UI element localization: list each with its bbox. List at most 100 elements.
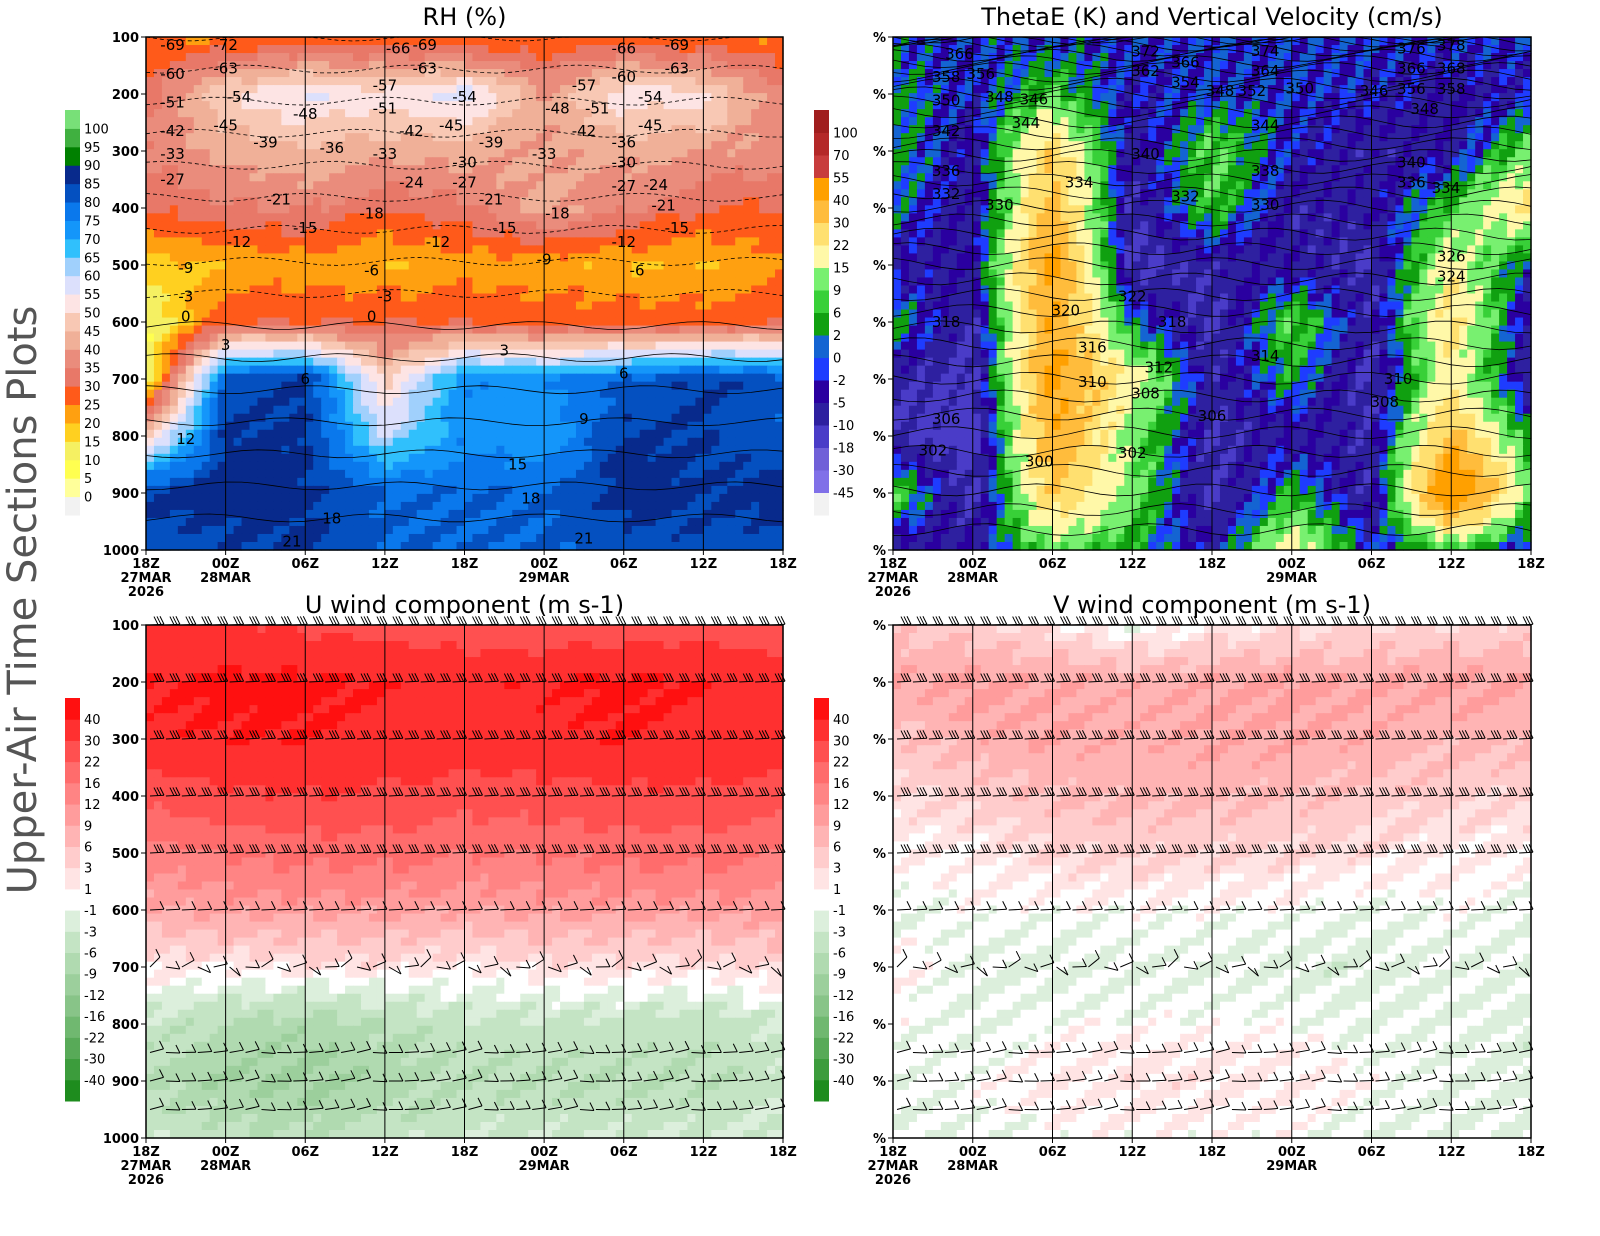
heatmap-cell: [440, 133, 450, 142]
heatmap-cell: [695, 237, 704, 247]
heatmap-cell: [719, 157, 728, 166]
heatmap-cell: [193, 365, 203, 375]
heatmap-cell: [552, 421, 561, 431]
heatmap-cell: [392, 213, 402, 222]
heatmap-cell: [552, 501, 561, 511]
heatmap-cell: [345, 485, 354, 495]
heatmap-cell: [146, 181, 155, 190]
heatmap-cell: [297, 293, 306, 303]
heatmap-cell: [400, 221, 410, 230]
heatmap-cell: [153, 125, 163, 134]
heatmap-cell: [583, 493, 593, 503]
heatmap-cell: [169, 325, 179, 335]
heatmap-cell: [520, 373, 529, 383]
heatmap-cell: [209, 405, 219, 415]
heatmap-cell: [528, 285, 537, 295]
heatmap-cell: [384, 341, 394, 351]
heatmap-cell: [671, 261, 681, 271]
heatmap-cell: [368, 173, 378, 182]
heatmap-cell: [727, 357, 736, 367]
heatmap-cell: [297, 245, 306, 255]
heatmap-cell: [759, 117, 768, 126]
heatmap-cell: [440, 269, 450, 279]
heatmap-cell: [392, 301, 402, 311]
heatmap-cell: [209, 213, 219, 222]
heatmap-cell: [249, 45, 259, 54]
heatmap-cell: [703, 261, 712, 271]
heatmap-cell: [146, 533, 155, 543]
heatmap-cell: [615, 245, 625, 255]
heatmap-cell: [767, 469, 776, 479]
heatmap-cell: [536, 69, 545, 78]
heatmap-cell: [448, 333, 458, 343]
heatmap-cell: [743, 197, 752, 206]
heatmap-cell: [456, 397, 466, 407]
heatmap-cell: [209, 389, 219, 399]
heatmap-cell: [695, 229, 704, 238]
heatmap-cell: [480, 61, 489, 70]
heatmap-cell: [552, 101, 561, 110]
heatmap-cell: [631, 517, 641, 527]
heatmap-cell: [775, 149, 784, 158]
heatmap-cell: [480, 229, 489, 238]
heatmap-cell: [607, 85, 617, 94]
heatmap-cell: [639, 325, 649, 335]
heatmap-cell: [345, 333, 354, 343]
heatmap-cell: [775, 53, 784, 62]
heatmap-cell: [281, 373, 290, 383]
heatmap-cell: [536, 445, 545, 455]
heatmap-cell: [329, 333, 338, 343]
heatmap-cell: [544, 157, 553, 166]
heatmap-cell: [353, 429, 362, 439]
heatmap-cell: [711, 173, 720, 182]
heatmap-cell: [345, 501, 354, 511]
heatmap-cell: [448, 437, 458, 447]
heatmap-cell: [536, 365, 545, 375]
heatmap-cell: [687, 413, 697, 423]
heatmap-cell: [345, 205, 354, 214]
heatmap-cell: [241, 421, 251, 431]
heatmap-cell: [552, 325, 561, 335]
heatmap-cell: [249, 69, 259, 78]
heatmap-cell: [735, 197, 744, 206]
heatmap-cell: [305, 509, 314, 519]
heatmap-cell: [432, 173, 442, 182]
heatmap-cell: [392, 117, 402, 126]
heatmap-cell: [329, 229, 338, 238]
heatmap-cell: [217, 205, 227, 214]
heatmap-cell: [233, 469, 243, 479]
heatmap-cell: [631, 357, 641, 367]
heatmap-cell: [400, 373, 410, 383]
heatmap-cell: [751, 477, 760, 487]
heatmap-cell: [751, 165, 760, 174]
heatmap-cell: [719, 485, 728, 495]
heatmap-cell: [687, 101, 697, 110]
heatmap-cell: [583, 237, 593, 247]
heatmap-cell: [695, 429, 704, 439]
heatmap-cell: [695, 477, 704, 487]
heatmap-cell: [432, 373, 442, 383]
heatmap-cell: [313, 389, 322, 399]
heatmap-cell: [520, 357, 529, 367]
heatmap-cell: [663, 509, 673, 519]
heatmap-cell: [225, 149, 235, 158]
heatmap-cell: [528, 237, 537, 247]
heatmap-cell: [727, 421, 736, 431]
heatmap-cell: [177, 325, 187, 335]
heatmap-cell: [735, 461, 744, 471]
heatmap-cell: [217, 269, 227, 279]
heatmap-cell: [599, 197, 609, 206]
heatmap-cell: [241, 117, 251, 126]
heatmap-cell: [146, 189, 155, 198]
heatmap-cell: [743, 525, 752, 535]
heatmap-cell: [759, 277, 768, 287]
heatmap-cell: [472, 181, 482, 190]
heatmap-cell: [536, 461, 545, 471]
heatmap-cell: [520, 237, 529, 247]
heatmap-cell: [249, 429, 259, 439]
heatmap-cell: [313, 253, 322, 263]
heatmap-cell: [472, 69, 482, 78]
heatmap-cell: [353, 237, 362, 247]
heatmap-cell: [488, 269, 497, 279]
heatmap-cell: [257, 309, 267, 319]
